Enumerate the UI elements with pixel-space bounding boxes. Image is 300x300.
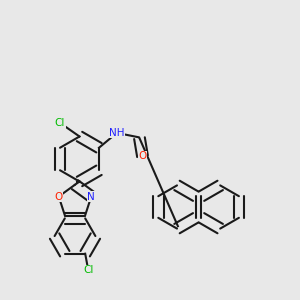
Text: Cl: Cl: [83, 265, 93, 275]
Text: O: O: [55, 191, 63, 202]
Text: NH: NH: [109, 128, 125, 138]
Text: O: O: [138, 151, 147, 161]
Text: N: N: [87, 191, 95, 202]
Text: Cl: Cl: [55, 118, 65, 128]
